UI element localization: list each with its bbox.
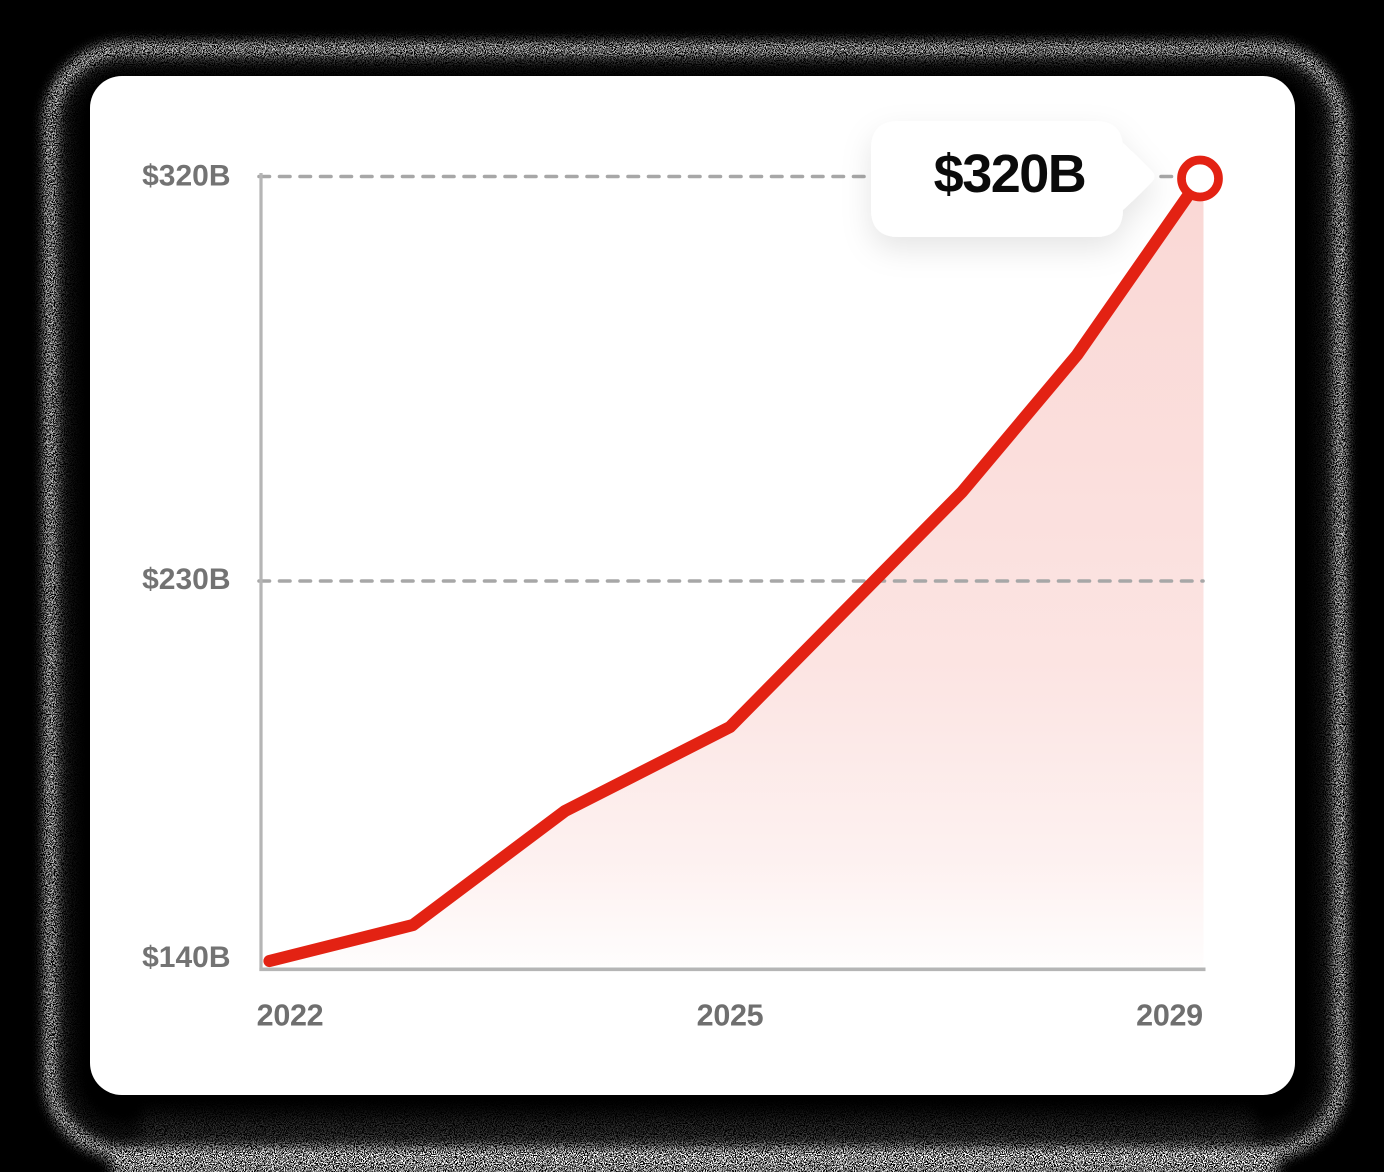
svg-text:$320B: $320B xyxy=(142,160,230,193)
svg-text:2029: 2029 xyxy=(1136,999,1203,1033)
svg-text:$230B: $230B xyxy=(142,563,230,596)
svg-text:2022: 2022 xyxy=(257,999,324,1033)
svg-text:$320B: $320B xyxy=(934,144,1086,204)
svg-text:$140B: $140B xyxy=(142,941,230,974)
svg-text:2025: 2025 xyxy=(697,999,764,1033)
